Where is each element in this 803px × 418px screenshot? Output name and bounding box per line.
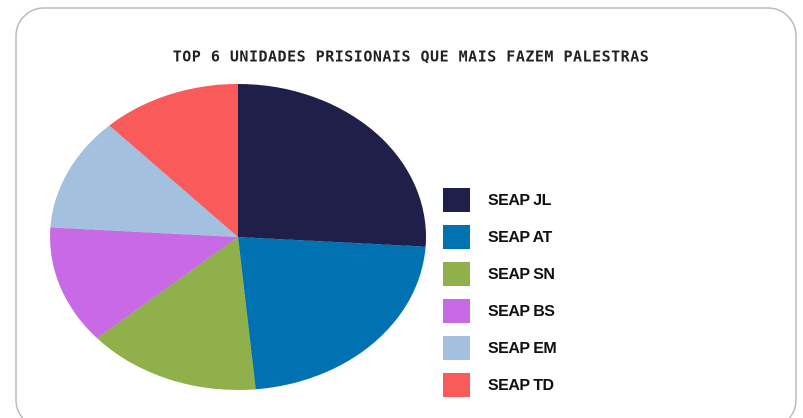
pie-slice [49, 227, 238, 339]
legend-swatch [443, 262, 470, 286]
pie-slice [96, 237, 256, 390]
pie-slice [238, 237, 426, 390]
legend-label: SEAP JL [488, 192, 552, 209]
legend-swatch [443, 373, 470, 397]
pie-slice [109, 84, 238, 237]
pie-slice [238, 84, 426, 247]
legend-label: SEAP TD [488, 377, 554, 394]
legend-label: SEAP BS [488, 303, 555, 320]
legend-label: SEAP AT [488, 229, 553, 246]
legend-label: SEAP EM [488, 340, 556, 357]
legend-swatch [443, 188, 470, 212]
legend-swatch [443, 336, 470, 360]
legend-swatch [443, 299, 470, 323]
chart-title: TOP 6 UNIDADES PRISIONAIS QUE MAIS FAZEM… [173, 48, 650, 66]
legend-label: SEAP SN [488, 266, 554, 283]
legend-swatch [443, 225, 470, 249]
pie-slice [50, 125, 239, 237]
